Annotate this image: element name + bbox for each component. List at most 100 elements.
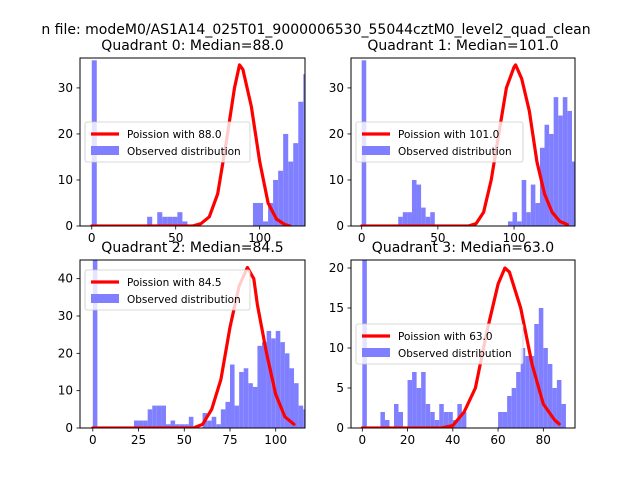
histogram-bar <box>257 202 264 226</box>
histogram-bar <box>263 221 269 226</box>
x-tick-label: 50 <box>430 231 445 245</box>
x-tick-label: 60 <box>490 433 505 447</box>
histogram-bar <box>407 380 413 428</box>
histogram-bar <box>416 388 422 428</box>
panel-title: Quadrant 1: Median=101.0 <box>367 38 558 54</box>
histogram-bar <box>407 212 412 226</box>
histogram-bar <box>298 405 304 428</box>
histogram-bar <box>398 412 404 428</box>
histogram-bar <box>590 221 595 226</box>
histogram-bar <box>175 424 180 428</box>
histogram-bar <box>172 216 178 226</box>
histogram-bar <box>547 364 553 428</box>
legend-box <box>355 121 524 163</box>
histogram-bar <box>303 74 305 226</box>
histogram-bar <box>278 170 284 226</box>
histogram-bar <box>303 409 305 428</box>
legend-poisson-label: Poission with 101.0 <box>398 129 499 141</box>
histogram-bar <box>520 348 526 428</box>
histogram-bar <box>439 404 444 428</box>
histogram-bar <box>220 409 226 428</box>
histogram-bar <box>188 416 194 428</box>
histogram-bar <box>421 207 426 226</box>
panel-title: Quadrant 3: Median=63.0 <box>372 240 554 256</box>
histogram-bar <box>184 424 189 428</box>
y-tick-label: 10 <box>58 384 73 398</box>
histogram-bar <box>567 110 572 226</box>
axes-frame <box>350 259 576 429</box>
x-tick-label: 100 <box>503 231 526 245</box>
y-tick-label: 15 <box>329 301 344 315</box>
histogram-bar <box>443 412 449 428</box>
histogram-bar <box>308 88 313 226</box>
x-tick-label: 100 <box>248 231 271 245</box>
legend: Poission with 88.0 Observed distribution <box>84 121 251 163</box>
histogram-bar <box>165 424 171 428</box>
histogram-bar <box>275 330 281 428</box>
histogram-bar <box>561 404 566 428</box>
poisson-line <box>90 63 292 226</box>
y-tick-label: 30 <box>329 81 344 95</box>
histogram-bar <box>526 212 531 226</box>
histogram-bar <box>207 420 212 428</box>
histogram-bar <box>156 405 162 428</box>
poisson-line <box>360 63 570 226</box>
histogram-bar <box>507 221 513 226</box>
histogram-bar <box>498 412 503 428</box>
histogram-bar <box>535 202 540 226</box>
histogram-bar <box>280 342 285 428</box>
histogram-bar <box>354 221 359 226</box>
histogram-bar <box>211 416 217 428</box>
legend-hist-label: Observed distribution <box>127 146 241 158</box>
legend-hist-swatch <box>362 348 390 357</box>
histogram-bar <box>329 162 334 226</box>
y-tick-label: 20 <box>58 127 73 141</box>
histogram-bar <box>298 101 304 226</box>
legend-hist-label: Observed distribution <box>127 294 241 306</box>
histogram-bar <box>293 143 299 226</box>
histogram-bar <box>416 184 422 226</box>
histogram-bar <box>133 420 139 428</box>
axes-frame <box>79 259 306 429</box>
histogram-bar <box>344 203 349 226</box>
histogram-bar <box>434 420 440 428</box>
histogram-bar <box>558 115 563 226</box>
histogram-bar <box>544 124 550 226</box>
x-tick-label: 20 <box>400 433 415 447</box>
histogram-bar <box>521 179 527 226</box>
x-tick-label: 50 <box>168 231 183 245</box>
histogram-bar <box>167 216 173 226</box>
axes-frame <box>79 57 306 227</box>
y-tick-label: 10 <box>58 173 73 187</box>
histogram-bar <box>552 388 557 428</box>
histogram-bar <box>380 412 385 428</box>
histogram-bar <box>162 216 168 226</box>
histogram-bar <box>384 420 390 428</box>
histogram-bar <box>581 208 586 226</box>
histogram-bar <box>461 412 467 428</box>
y-tick-label: 0 <box>336 219 344 233</box>
y-tick-label: 40 <box>58 272 73 286</box>
histogram-bar <box>398 216 403 226</box>
histogram-bar <box>538 308 544 428</box>
y-tick-label: 5 <box>336 381 344 395</box>
histogram-bar <box>318 65 323 226</box>
histogram-bar <box>230 364 235 428</box>
histogram-bar <box>252 202 258 226</box>
poisson-line <box>360 266 561 428</box>
histogram-bar <box>243 368 249 428</box>
histogram-bar <box>152 405 157 428</box>
legend: Poission with 84.5 Observed distribution <box>84 269 251 311</box>
histogram-bar <box>595 221 600 226</box>
legend-box <box>355 323 524 365</box>
y-tick-label: 0 <box>336 421 344 435</box>
histogram-bar <box>586 217 591 226</box>
quadrant-3-panel: Quadrant 3: Median=63.0 0 20 40 60 80 0 5 10 15 20… <box>329 240 576 447</box>
histogram-bar <box>313 106 318 226</box>
histogram-bar <box>289 368 295 428</box>
legend-box <box>84 121 251 163</box>
histogram-bar <box>308 421 313 428</box>
histogram-bar <box>262 342 267 428</box>
histogram-bar <box>507 396 512 428</box>
